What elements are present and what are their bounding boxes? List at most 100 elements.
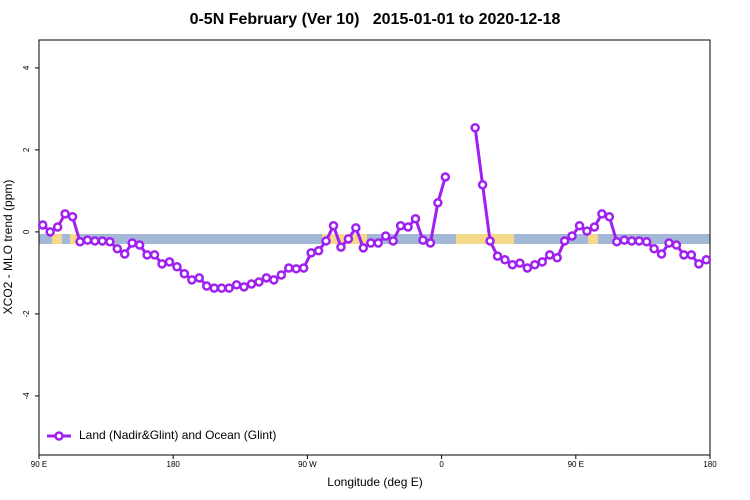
data-point [179, 268, 190, 279]
x-tick-label: 180 [703, 460, 717, 469]
data-point [97, 236, 108, 246]
data-point [358, 243, 369, 253]
data-point [82, 235, 93, 245]
y-tick-label: 0 [22, 229, 31, 234]
x-tick-label: 90 E [568, 460, 584, 469]
x-tick-label: 180 [167, 460, 181, 469]
data-point [216, 283, 227, 293]
x-tick-label: 90 E [31, 460, 47, 469]
data-point [589, 222, 600, 232]
data-point [246, 279, 257, 289]
data-point [500, 255, 510, 265]
data-point [142, 250, 152, 260]
data-point [37, 220, 48, 230]
data-point [574, 221, 585, 231]
data-point [530, 259, 540, 270]
plot-frame [38, 39, 711, 456]
data-point [552, 253, 562, 263]
data-point [75, 237, 85, 247]
data-point [433, 198, 443, 208]
data-point [671, 240, 682, 250]
chart-title: 0-5N February (Ver 10) 2015-01-01 to 202… [190, 11, 561, 28]
data-point [477, 180, 488, 190]
y-tick-label: -4 [22, 392, 31, 400]
data-point [306, 248, 316, 258]
y-axis-label: XCO2 - MLO trend (ppm) [1, 180, 15, 315]
data-point [328, 221, 339, 231]
data-point [112, 243, 123, 254]
data-point [612, 237, 622, 247]
data-point [67, 211, 78, 222]
x-tick-label: 90 W [298, 460, 317, 469]
data-point [656, 249, 667, 259]
data-point [373, 238, 383, 248]
data-point [105, 237, 115, 247]
data-point [90, 236, 100, 246]
data-point [149, 250, 160, 260]
data-point [224, 283, 234, 293]
data-point [298, 263, 309, 273]
data-point [388, 236, 398, 246]
data-point [507, 259, 518, 270]
data-point [582, 226, 592, 236]
data-point [597, 209, 607, 219]
data-point [164, 257, 175, 267]
data-point [522, 263, 533, 273]
y-tick-label: -2 [22, 310, 31, 318]
data-point [187, 275, 197, 285]
data-point [276, 270, 287, 280]
y-tick-label: 4 [22, 65, 31, 70]
x-tick-label: 0 [439, 460, 444, 469]
legend-label: Land (Nadir&Glint) and Ocean (Glint) [79, 428, 276, 442]
data-point [261, 273, 272, 283]
y-tick-label: 2 [22, 147, 31, 152]
data-point [321, 236, 331, 246]
x-axis-label: Longitude (deg E) [327, 475, 422, 489]
data-point [172, 262, 182, 272]
data-point [619, 235, 630, 245]
data-point [679, 250, 689, 260]
data-point [425, 238, 436, 248]
data-point [544, 250, 555, 260]
data-point [694, 259, 704, 269]
series-line [41, 127, 707, 290]
data-point [686, 250, 697, 260]
data-point [313, 246, 324, 256]
data-point [410, 214, 421, 224]
data-point [626, 236, 637, 246]
data-point [664, 238, 674, 248]
data-point [194, 273, 205, 283]
data-point [209, 283, 219, 293]
data-point [395, 221, 406, 231]
data-point [537, 257, 547, 267]
legend-marker [54, 431, 64, 441]
data-point [567, 231, 577, 241]
data-point [492, 251, 503, 261]
data-point [134, 240, 145, 250]
data-point [485, 236, 495, 246]
data-point [254, 277, 264, 287]
data-point [269, 275, 279, 285]
data-point [470, 123, 480, 133]
data-point [403, 222, 413, 232]
data-point [127, 238, 137, 248]
data-point [231, 280, 242, 290]
data-point [418, 235, 428, 245]
data-point [559, 236, 570, 246]
data-point [45, 227, 55, 237]
data-point [366, 238, 376, 248]
data-point [336, 242, 346, 252]
data-point [634, 236, 644, 246]
data-point [60, 209, 70, 219]
data-point [351, 223, 361, 233]
data-point [649, 243, 659, 254]
data-point [641, 237, 652, 247]
data-point [52, 222, 63, 232]
data-point [157, 259, 167, 269]
data-point [202, 281, 212, 291]
data-point [343, 234, 354, 244]
data-point [604, 211, 615, 222]
data-point [701, 255, 712, 265]
data-point [291, 264, 301, 274]
